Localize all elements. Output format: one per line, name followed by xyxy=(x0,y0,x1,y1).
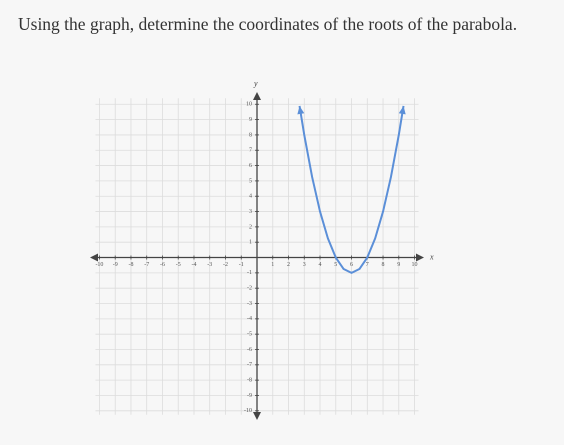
y-tick-label: 1 xyxy=(249,240,252,246)
y-tick-label: -3 xyxy=(247,301,252,307)
y-tick-label: 9 xyxy=(249,117,252,123)
y-tick-label: 6 xyxy=(249,163,252,169)
y-tick-label: 3 xyxy=(249,209,252,215)
x-tick-label: -9 xyxy=(113,262,118,268)
y-tick-label: 5 xyxy=(249,178,252,184)
x-axis-label: x xyxy=(429,252,434,261)
y-tick-label: 2 xyxy=(249,224,252,230)
y-tick-label: -4 xyxy=(247,316,252,322)
x-tick-label: 10 xyxy=(412,262,418,268)
y-tick-label: -6 xyxy=(247,347,252,353)
axis-arrow xyxy=(253,412,261,420)
y-tick-label: -10 xyxy=(244,408,252,414)
y-tick-label: 10 xyxy=(246,102,252,108)
x-tick-label: -3 xyxy=(207,262,212,268)
x-tick-label: -2 xyxy=(223,262,228,268)
axis-arrow xyxy=(253,92,261,100)
y-tick-label: -7 xyxy=(247,362,252,368)
axis-arrow xyxy=(416,253,424,262)
x-tick-label: 5 xyxy=(334,262,337,268)
axis-arrow xyxy=(90,253,98,262)
parabola xyxy=(298,105,405,274)
x-tick-label: 9 xyxy=(397,262,400,268)
y-tick-label: -9 xyxy=(247,393,252,399)
question-text: Using the graph, determine the coordinat… xyxy=(18,14,517,34)
x-tick-label: -8 xyxy=(128,262,133,268)
y-tick-label: 7 xyxy=(249,148,252,154)
x-tick-label: -10 xyxy=(95,262,103,268)
x-tick-label: -6 xyxy=(160,262,165,268)
x-tick-label: 1 xyxy=(271,262,274,268)
x-tick-label: 6 xyxy=(350,262,353,268)
y-tick-label: 4 xyxy=(249,194,252,200)
x-tick-label: 7 xyxy=(366,262,369,268)
x-tick-label: -1 xyxy=(239,262,244,268)
y-axis-label: y xyxy=(253,79,258,88)
curve-arrow xyxy=(398,105,406,115)
y-tick-label: -2 xyxy=(247,286,252,292)
x-tick-label: 4 xyxy=(319,262,322,268)
x-tick-label: 3 xyxy=(303,262,306,268)
y-tick-label: -1 xyxy=(247,270,252,276)
x-tick-label: -5 xyxy=(176,262,181,268)
y-tick-label: -5 xyxy=(247,332,252,338)
x-tick-label: -7 xyxy=(144,262,149,268)
y-tick-label: 8 xyxy=(249,132,252,138)
x-tick-label: 8 xyxy=(382,262,385,268)
curve-arrow xyxy=(297,105,305,115)
x-tick-label: 2 xyxy=(287,262,290,268)
y-tick-label: -8 xyxy=(247,378,252,384)
x-tick-label: -4 xyxy=(191,262,196,268)
